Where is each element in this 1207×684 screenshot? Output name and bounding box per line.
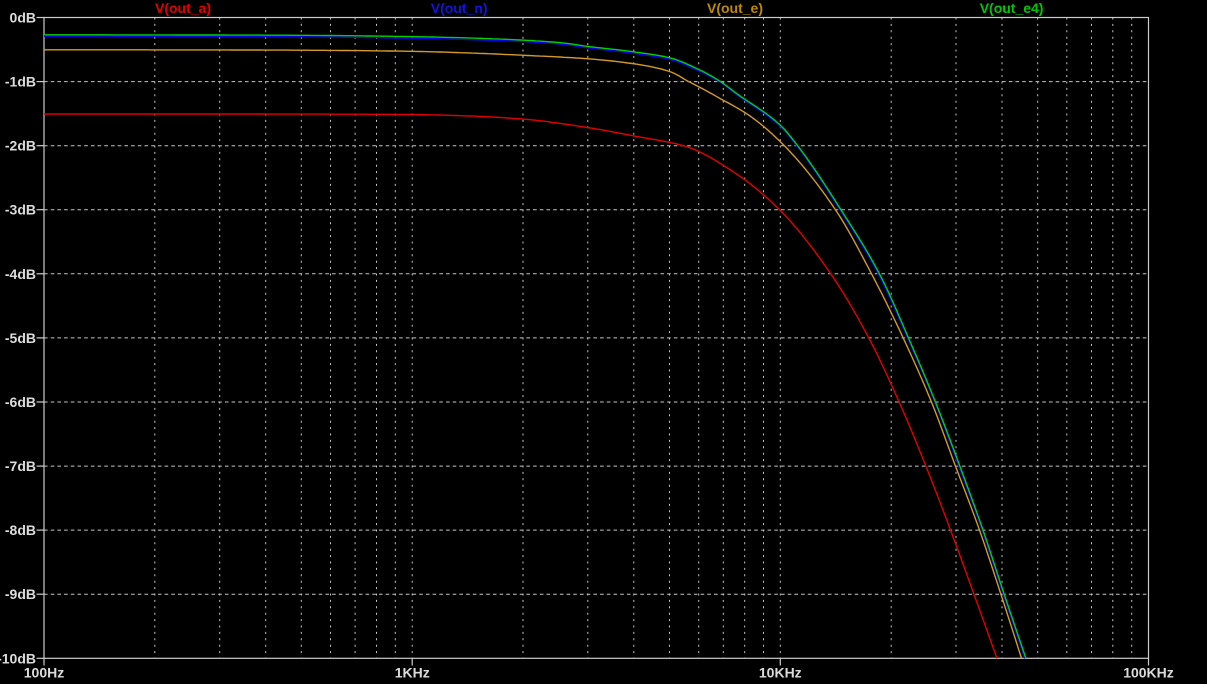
svg-text:V(out_n): V(out_n) — [431, 0, 488, 16]
svg-text:0dB: 0dB — [10, 10, 36, 26]
svg-text:-10dB: -10dB — [0, 650, 36, 666]
svg-text:10KHz: 10KHz — [759, 665, 802, 681]
svg-text:-1dB: -1dB — [5, 74, 36, 90]
svg-text:V(out_a): V(out_a) — [155, 0, 211, 16]
svg-text:-5dB: -5dB — [5, 330, 36, 346]
svg-text:-3dB: -3dB — [5, 202, 36, 218]
svg-text:1KHz: 1KHz — [395, 665, 430, 681]
svg-text:-7dB: -7dB — [5, 458, 36, 474]
svg-text:-4dB: -4dB — [5, 266, 36, 282]
svg-text:-9dB: -9dB — [5, 586, 36, 602]
svg-text:100KHz: 100KHz — [1123, 665, 1174, 681]
svg-text:-8dB: -8dB — [5, 522, 36, 538]
svg-text:-2dB: -2dB — [5, 138, 36, 154]
svg-text:100Hz: 100Hz — [24, 665, 64, 681]
svg-text:-6dB: -6dB — [5, 394, 36, 410]
svg-text:V(out_e): V(out_e) — [707, 0, 763, 16]
svg-text:V(out_e4): V(out_e4) — [980, 0, 1044, 16]
